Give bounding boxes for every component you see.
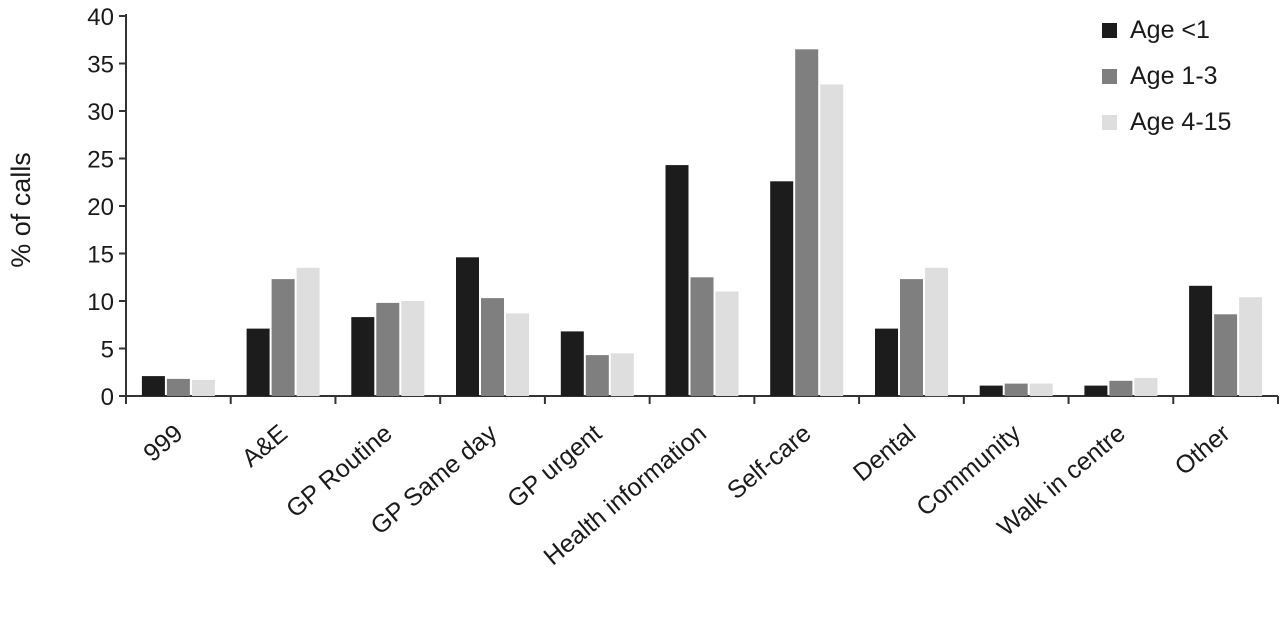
legend-label: Age 1-3 (1130, 62, 1218, 90)
y-tick-label: 30 (87, 99, 114, 126)
legend-swatch (1102, 115, 1117, 130)
bar-a-e-series-1 (246, 328, 270, 396)
bar-other-series-2 (1214, 314, 1238, 396)
bar-a-e-series-2 (271, 279, 295, 396)
bar-gp-same-day-series-3 (506, 313, 529, 396)
bar-health-information-series-3 (715, 291, 739, 396)
bar-999-series-1 (141, 376, 165, 396)
y-axis-title: % of calls (6, 152, 36, 268)
y-tick-label: 0 (101, 384, 114, 411)
bar-gp-urgent-series-3 (610, 353, 634, 397)
bar-gp-routine-series-3 (401, 301, 425, 396)
x-category-label: A&E (237, 419, 293, 473)
bar-a-e-series-3 (296, 267, 320, 397)
bar-health-information-series-1 (665, 165, 689, 396)
x-category-label: GP urgent (502, 419, 607, 513)
bar-gp-same-day-series-2 (481, 298, 504, 396)
x-category-label: Other (1170, 419, 1236, 481)
y-tick-label: 10 (87, 289, 114, 316)
bar-community-series-1 (979, 385, 1003, 396)
bar-999-series-2 (166, 378, 190, 396)
bar-walk-in-centre-series-3 (1134, 377, 1158, 396)
x-category-label: Dental (848, 419, 921, 487)
bar-dental-series-1 (875, 328, 898, 396)
y-tick-label: 35 (87, 52, 114, 79)
bar-dental-series-2 (900, 279, 923, 396)
bar-community-series-2 (1004, 383, 1028, 396)
y-tick-label: 15 (87, 242, 114, 269)
bars (141, 49, 1263, 397)
bar-self-care-series-1 (770, 181, 794, 396)
bar-gp-routine-series-2 (376, 302, 400, 396)
bar-dental-series-3 (925, 267, 948, 397)
bar-self-care-series-2 (795, 49, 819, 397)
bar-gp-routine-series-1 (351, 317, 375, 396)
bar-other-series-3 (1239, 297, 1263, 396)
bar-gp-urgent-series-2 (585, 355, 609, 396)
y-tick-label: 5 (101, 337, 114, 364)
y-tick-label: 40 (87, 4, 114, 31)
x-category-label: 999 (138, 419, 188, 467)
bar-self-care-series-3 (820, 84, 844, 397)
bar-999-series-3 (191, 379, 215, 396)
legend: Age <1 Age 1-3 Age 4-15 (1102, 16, 1231, 136)
x-category-label: Self-care (722, 419, 817, 505)
legend-swatch (1102, 69, 1117, 84)
y-tick-label: 25 (87, 147, 114, 174)
bar-other-series-1 (1189, 285, 1213, 396)
bar-walk-in-centre-series-2 (1109, 380, 1133, 396)
bar-gp-same-day-series-1 (456, 257, 479, 396)
bar-gp-urgent-series-1 (560, 331, 584, 396)
y-tick-label: 20 (87, 194, 114, 221)
legend-label: Age 4-15 (1130, 108, 1231, 136)
bar-health-information-series-2 (690, 277, 714, 397)
bar-walk-in-centre-series-1 (1084, 385, 1108, 396)
bar-community-series-3 (1029, 383, 1053, 396)
legend-swatch (1102, 23, 1117, 38)
legend-label: Age <1 (1130, 16, 1210, 44)
